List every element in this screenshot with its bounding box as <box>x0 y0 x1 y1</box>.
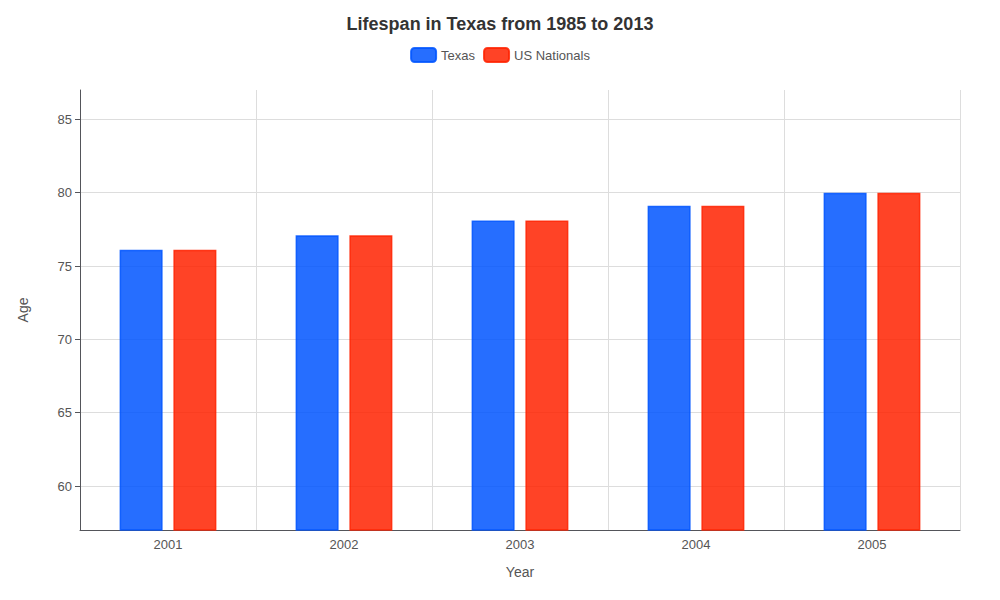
svg-text:US Nationals: US Nationals <box>514 48 590 63</box>
svg-text:75: 75 <box>58 259 72 274</box>
svg-text:Texas: Texas <box>441 48 475 63</box>
svg-text:70: 70 <box>58 332 72 347</box>
svg-text:2002: 2002 <box>330 537 359 552</box>
svg-text:85: 85 <box>58 112 72 127</box>
svg-text:2001: 2001 <box>154 537 183 552</box>
svg-text:Lifespan in Texas from 1985 to: Lifespan in Texas from 1985 to 2013 <box>347 14 654 34</box>
svg-text:2003: 2003 <box>506 537 535 552</box>
svg-text:65: 65 <box>58 405 72 420</box>
svg-text:Year: Year <box>506 564 535 580</box>
svg-text:Age: Age <box>15 297 31 322</box>
svg-text:60: 60 <box>58 479 72 494</box>
svg-text:80: 80 <box>58 185 72 200</box>
svg-text:2004: 2004 <box>682 537 711 552</box>
svg-text:2005: 2005 <box>858 537 887 552</box>
